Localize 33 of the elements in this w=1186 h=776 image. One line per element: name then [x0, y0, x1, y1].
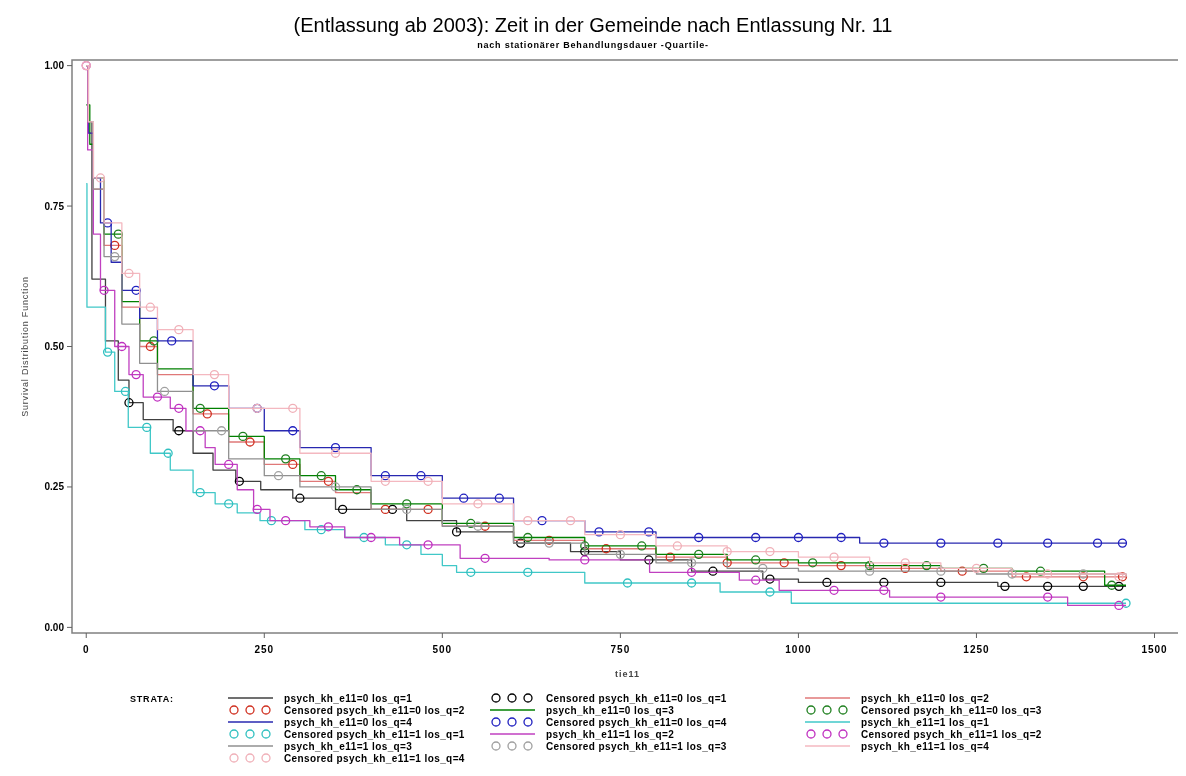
x-tick-label: 1250 [963, 644, 990, 655]
legend-label: psych_kh_e11=1 los_q=2 [546, 728, 675, 740]
legend-label: psych_kh_e11=1 los_q=1 [861, 716, 990, 728]
legend-label: Censored psych_kh_e11=0 los_q=4 [546, 716, 727, 728]
y-tick-label: 0.75 [44, 200, 65, 212]
chart-subtitle: nach stationärer Behandlungsdauer -Quartile- [477, 40, 709, 50]
legend-label: Censored psych_kh_e11=0 los_q=1 [546, 692, 727, 704]
chart-title: (Entlassung ab 2003): Zeit in der Gemeinde nach Entlassung Nr. 11 [293, 14, 893, 36]
legend-label: Censored psych_kh_e11=1 los_q=3 [546, 740, 727, 752]
x-tick-label: 1500 [1141, 644, 1168, 655]
legend-label: Censored psych_kh_e11=1 los_q=1 [284, 728, 465, 740]
legend-title: STRATA: [130, 694, 174, 704]
legend-label: psych_kh_e11=0 los_q=4 [284, 716, 413, 728]
legend-label: Censored psych_kh_e11=0 los_q=3 [861, 704, 1042, 716]
legend-label: psych_kh_e11=1 los_q=4 [861, 740, 990, 752]
legend-label: psych_kh_e11=0 los_q=3 [546, 704, 675, 716]
x-tick-label: 750 [610, 644, 631, 655]
x-tick-label: 0 [82, 644, 90, 655]
y-tick-label: 1.00 [44, 60, 65, 72]
y-tick-label: 0.00 [44, 621, 65, 633]
legend-label: psych_kh_e11=1 los_q=3 [284, 740, 413, 752]
legend-label: Censored psych_kh_e11=1 los_q=4 [284, 752, 465, 764]
y-tick-label: 0.25 [44, 481, 65, 493]
legend-label: psych_kh_e11=0 los_q=1 [284, 692, 413, 704]
y-tick-label: 0.50 [44, 341, 65, 352]
x-tick-label: 500 [432, 644, 453, 655]
x-axis-title: tie11 [614, 669, 641, 679]
legend-label: Censored psych_kh_e11=0 los_q=2 [284, 704, 465, 716]
y-axis-title: Survival Distribution Function [20, 276, 30, 417]
x-tick-label: 250 [254, 644, 275, 655]
legend-label: psych_kh_e11=0 los_q=2 [861, 692, 990, 704]
legend-label: Censored psych_kh_e11=1 los_q=2 [861, 728, 1042, 740]
x-tick-label: 1000 [785, 644, 812, 655]
